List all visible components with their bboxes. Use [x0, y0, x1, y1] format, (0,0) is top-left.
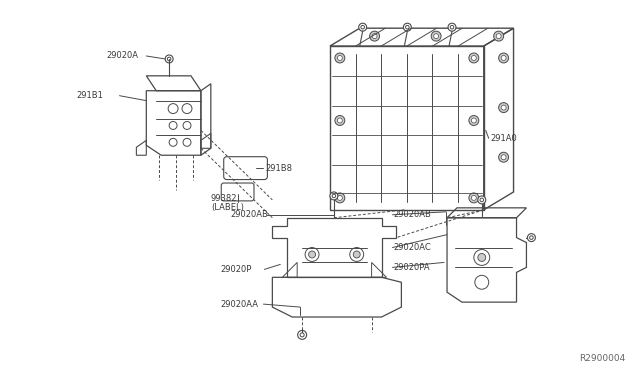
Ellipse shape [370, 31, 380, 41]
Ellipse shape [182, 104, 192, 113]
Text: (LABEL): (LABEL) [211, 203, 244, 212]
Ellipse shape [499, 103, 509, 113]
Ellipse shape [165, 55, 173, 63]
Ellipse shape [474, 250, 490, 265]
Ellipse shape [183, 122, 191, 129]
Ellipse shape [472, 118, 476, 123]
Ellipse shape [335, 53, 345, 63]
Ellipse shape [493, 31, 504, 41]
Ellipse shape [335, 193, 345, 203]
Ellipse shape [330, 192, 338, 200]
Text: 29020AB: 29020AB [394, 210, 431, 219]
Ellipse shape [305, 247, 319, 262]
Ellipse shape [472, 55, 476, 60]
Text: 29020P: 29020P [221, 265, 252, 274]
Ellipse shape [350, 247, 364, 262]
Ellipse shape [501, 105, 506, 110]
Ellipse shape [448, 23, 456, 31]
Ellipse shape [469, 193, 479, 203]
Ellipse shape [168, 104, 178, 113]
Ellipse shape [469, 53, 479, 63]
Text: 291B8: 291B8 [266, 164, 292, 173]
Ellipse shape [478, 253, 486, 262]
Text: 29020AC: 29020AC [394, 243, 431, 252]
Ellipse shape [431, 31, 441, 41]
Ellipse shape [434, 33, 438, 39]
Ellipse shape [353, 251, 360, 258]
Ellipse shape [337, 55, 342, 60]
Ellipse shape [501, 155, 506, 160]
Ellipse shape [358, 23, 367, 31]
Ellipse shape [308, 251, 316, 258]
Text: 29020AA: 29020AA [221, 299, 259, 309]
Ellipse shape [501, 55, 506, 60]
Text: 29020AB: 29020AB [230, 210, 269, 219]
Text: 291B1: 291B1 [77, 91, 104, 100]
Ellipse shape [183, 138, 191, 146]
Text: R2900004: R2900004 [579, 354, 626, 363]
Ellipse shape [478, 196, 486, 204]
Ellipse shape [499, 53, 509, 63]
Ellipse shape [335, 116, 345, 125]
Ellipse shape [403, 23, 412, 31]
Ellipse shape [169, 138, 177, 146]
Ellipse shape [475, 275, 489, 289]
Ellipse shape [472, 195, 476, 201]
Text: 291A0: 291A0 [491, 134, 518, 143]
Ellipse shape [337, 195, 342, 201]
Text: 99382: 99382 [211, 195, 237, 203]
Ellipse shape [527, 234, 536, 241]
Text: 29020A: 29020A [107, 51, 139, 61]
Ellipse shape [169, 122, 177, 129]
Ellipse shape [298, 330, 307, 339]
Ellipse shape [337, 118, 342, 123]
Text: 29020PA: 29020PA [394, 263, 430, 272]
Ellipse shape [469, 116, 479, 125]
Ellipse shape [372, 33, 377, 39]
Ellipse shape [499, 152, 509, 162]
Ellipse shape [496, 33, 501, 39]
